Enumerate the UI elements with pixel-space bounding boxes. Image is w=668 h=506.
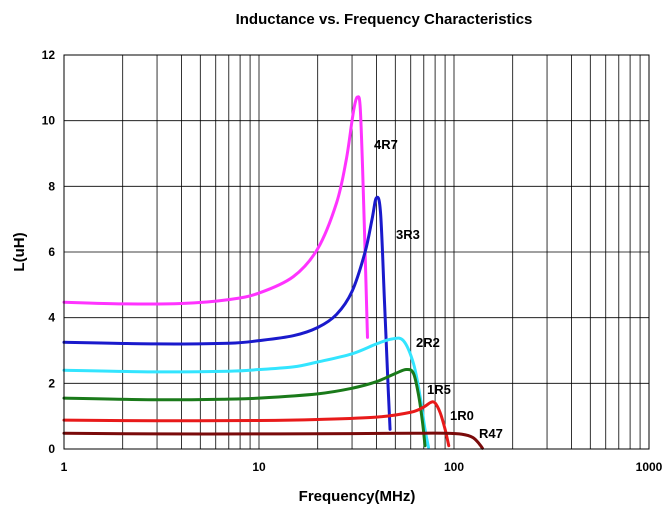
y-tick-label: 6	[48, 245, 55, 259]
y-tick-label: 12	[42, 48, 56, 62]
plot-frame	[63, 54, 650, 450]
series-labels: 4R7 3R3 2R2 1R5 1R0 R47	[374, 137, 503, 441]
x-tick-label: 1	[61, 460, 68, 474]
y-tick-label: 0	[48, 442, 55, 456]
series-label-4r7: 4R7	[374, 137, 398, 152]
series-label-1r0: 1R0	[450, 408, 474, 423]
y-tick-label: 10	[42, 114, 56, 128]
series-lines	[62, 95, 484, 450]
y-tick-label: 8	[48, 179, 55, 193]
x-axis-label: Frequency(MHz)	[299, 488, 416, 505]
series-label-3r3: 3R3	[396, 227, 420, 242]
series-line-r47	[62, 431, 484, 450]
grid	[64, 54, 649, 450]
x-tick-label: 10	[252, 460, 266, 474]
y-tick-label: 2	[48, 376, 55, 390]
series-line-1r5	[62, 368, 427, 448]
y-tick-label: 4	[48, 311, 55, 325]
x-tick-label: 1000	[636, 460, 663, 474]
chart-title: Inductance vs. Frequency Characteristics	[236, 11, 533, 28]
series-line-4r7	[62, 95, 369, 339]
tick-labels: 0 2 4 6 8 10 12 1 10 100 1000	[42, 48, 663, 474]
series-line-2r2	[62, 336, 430, 449]
series-line-1r0	[62, 400, 451, 448]
y-axis-label: L(uH)	[11, 232, 28, 271]
series-label-1r5: 1R5	[427, 382, 451, 397]
series-label-2r2: 2R2	[416, 335, 440, 350]
x-tick-label: 100	[444, 460, 464, 474]
series-line-3r3	[62, 195, 392, 431]
series-label-r47: R47	[479, 426, 503, 441]
